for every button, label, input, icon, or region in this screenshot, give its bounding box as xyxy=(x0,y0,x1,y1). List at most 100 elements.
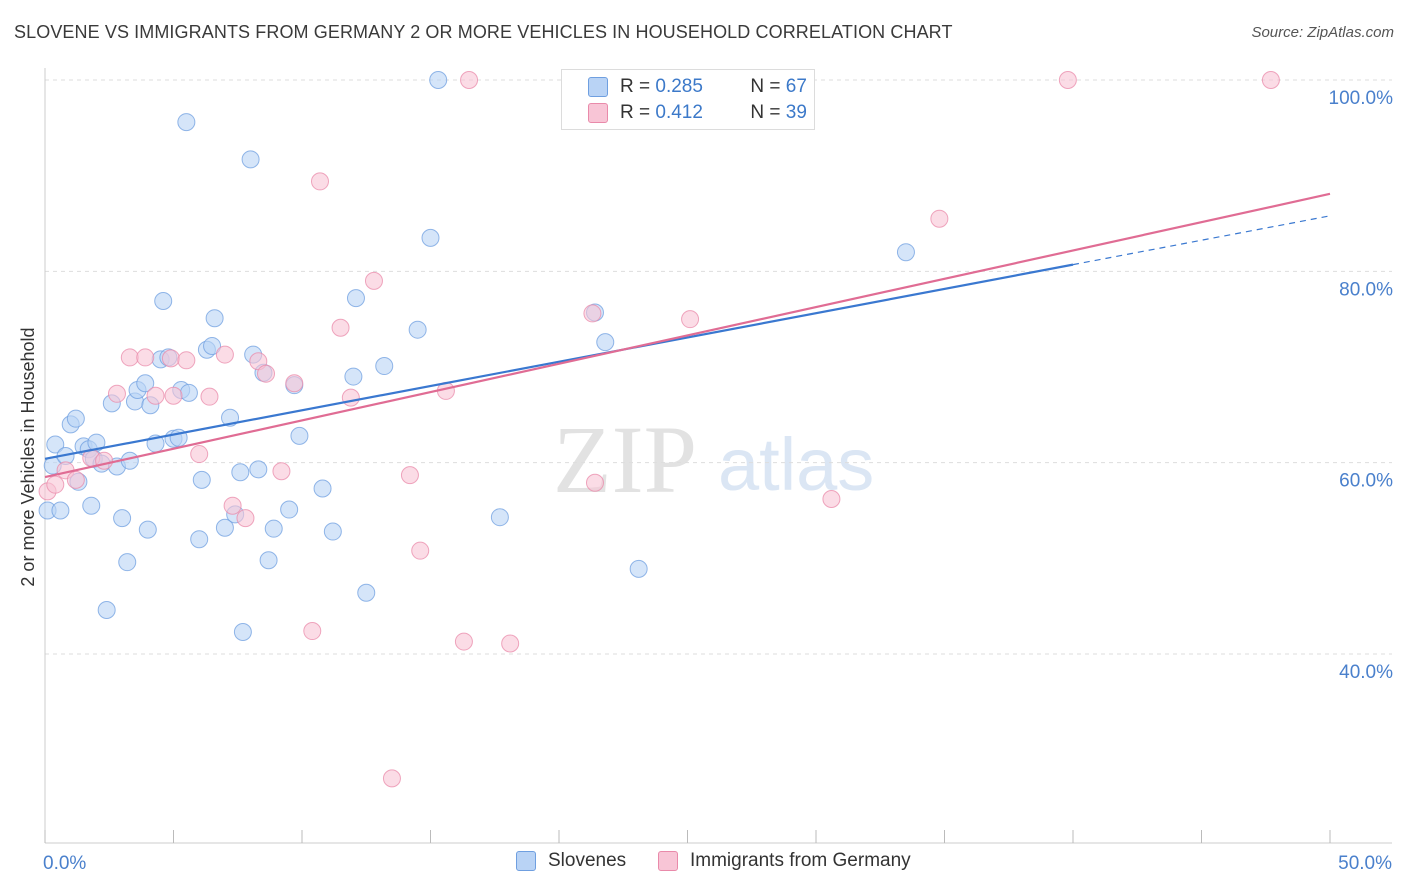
point-immigrants-germany xyxy=(257,364,276,383)
point-slovenes xyxy=(249,460,268,479)
point-slovenes xyxy=(357,583,376,602)
point-slovenes xyxy=(429,71,448,89)
point-slovenes xyxy=(154,291,173,310)
point-slovenes xyxy=(138,520,157,539)
point-slovenes xyxy=(375,357,394,376)
point-slovenes xyxy=(313,479,332,498)
point-slovenes xyxy=(82,496,101,515)
point-slovenes xyxy=(233,622,252,641)
watermark-zip: ZIP xyxy=(553,406,697,513)
y-tick-label: 40.0% xyxy=(1339,662,1393,683)
point-immigrants-germany xyxy=(120,348,139,367)
point-immigrants-germany xyxy=(382,769,401,788)
point-immigrants-germany xyxy=(223,496,242,515)
correlation-row-slovenes: R = 0.285 N = 67 xyxy=(588,76,807,98)
point-immigrants-germany xyxy=(364,271,383,290)
point-slovenes xyxy=(280,500,299,519)
chart-title: SLOVENE VS IMMIGRANTS FROM GERMANY 2 OR … xyxy=(14,22,953,42)
point-immigrants-germany xyxy=(583,304,602,323)
point-slovenes xyxy=(421,228,440,247)
point-immigrants-germany xyxy=(136,348,155,367)
point-immigrants-germany xyxy=(285,374,304,393)
correlation-row-immigrants-germany: R = 0.412 N = 39 xyxy=(588,102,807,124)
point-slovenes xyxy=(346,289,365,308)
legend-label-slovenes: Slovenes xyxy=(548,850,627,871)
point-immigrants-germany xyxy=(822,490,841,509)
point-immigrants-germany xyxy=(236,509,255,528)
n-label: N = xyxy=(750,76,781,97)
point-immigrants-germany xyxy=(930,209,949,228)
legend-label-immigrants-germany: Immigrants from Germany xyxy=(690,850,911,871)
y-tick-label: 100.0% xyxy=(1329,88,1394,109)
r-value-immigrants-germany: 0.412 xyxy=(655,102,703,123)
x-tick-label: 0.0% xyxy=(43,853,86,874)
point-immigrants-germany xyxy=(177,351,196,370)
point-slovenes xyxy=(408,320,427,339)
swatch-slovenes xyxy=(588,77,608,97)
point-immigrants-germany xyxy=(272,462,291,481)
r-label: R = xyxy=(620,76,651,97)
point-immigrants-germany xyxy=(161,349,180,368)
legend-item-immigrants-germany[interactable]: Immigrants from Germany xyxy=(658,850,911,872)
point-immigrants-germany xyxy=(200,387,219,406)
point-slovenes xyxy=(323,522,342,541)
point-immigrants-germany xyxy=(454,632,473,651)
point-slovenes xyxy=(596,333,615,352)
n-value-slovenes: 67 xyxy=(785,76,807,97)
y-tick-label: 80.0% xyxy=(1339,279,1393,300)
point-slovenes xyxy=(231,463,250,482)
point-immigrants-germany xyxy=(107,384,126,403)
n-label: N = xyxy=(750,102,781,123)
point-immigrants-germany xyxy=(190,445,209,464)
point-immigrants-germany xyxy=(460,71,479,89)
point-slovenes xyxy=(203,336,222,355)
point-immigrants-germany xyxy=(331,318,350,337)
point-immigrants-germany xyxy=(303,622,322,641)
point-slovenes xyxy=(113,509,132,528)
point-immigrants-germany xyxy=(1058,71,1077,89)
point-slovenes xyxy=(221,408,240,427)
point-immigrants-germany xyxy=(215,345,234,364)
point-immigrants-germany xyxy=(411,541,430,560)
source-label: Source: ZipAtlas.com xyxy=(1251,24,1394,41)
point-slovenes xyxy=(629,559,648,578)
point-slovenes xyxy=(259,551,278,570)
point-slovenes xyxy=(46,435,65,454)
point-immigrants-germany xyxy=(585,473,604,492)
point-slovenes xyxy=(190,530,209,549)
point-slovenes xyxy=(896,243,915,262)
point-immigrants-germany xyxy=(46,475,65,494)
legend-item-slovenes[interactable]: Slovenes xyxy=(516,850,626,872)
point-slovenes xyxy=(205,309,224,328)
point-immigrants-germany xyxy=(66,470,85,489)
point-slovenes xyxy=(215,518,234,537)
point-slovenes xyxy=(264,519,283,538)
swatch-immigrants-germany xyxy=(588,103,608,123)
point-slovenes xyxy=(118,553,137,572)
point-slovenes xyxy=(290,426,309,445)
y-tick-label: 60.0% xyxy=(1339,471,1393,492)
point-slovenes xyxy=(51,501,70,520)
point-immigrants-germany xyxy=(1261,71,1280,89)
point-slovenes xyxy=(241,150,260,169)
point-slovenes xyxy=(177,113,196,132)
point-immigrants-germany xyxy=(146,386,165,405)
r-value-slovenes: 0.285 xyxy=(655,76,703,97)
point-immigrants-germany xyxy=(341,388,360,407)
point-immigrants-germany xyxy=(501,634,520,653)
point-slovenes xyxy=(490,508,509,527)
point-immigrants-germany xyxy=(681,310,700,329)
y-axis-label: 2 or more Vehicles in Household xyxy=(18,327,38,586)
point-slovenes xyxy=(66,409,85,428)
point-slovenes xyxy=(344,367,363,386)
watermark-atlas: atlas xyxy=(718,423,874,506)
point-slovenes xyxy=(192,470,211,489)
r-label: R = xyxy=(620,102,651,123)
legend-swatch-slovenes xyxy=(516,851,536,871)
point-slovenes xyxy=(97,600,116,619)
x-tick-label: 50.0% xyxy=(1338,853,1392,874)
point-slovenes xyxy=(136,374,155,393)
point-immigrants-germany xyxy=(95,451,114,470)
legend-swatch-immigrants-germany xyxy=(658,851,678,871)
